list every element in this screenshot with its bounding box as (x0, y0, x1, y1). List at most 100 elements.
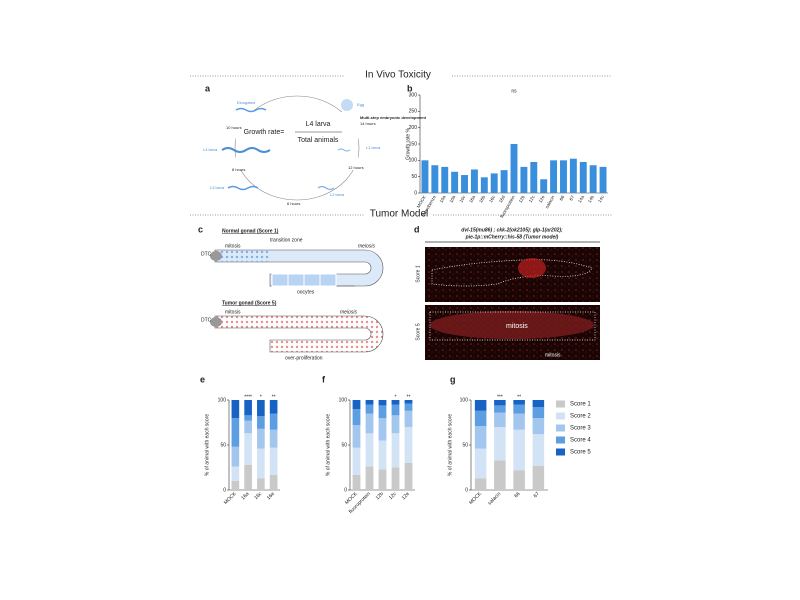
bar-segment (513, 400, 525, 405)
gonad (214, 315, 384, 353)
stage-label: L2 larva (330, 192, 345, 197)
worm (227, 185, 259, 191)
duration: 10 hours (226, 125, 242, 130)
bar-segment (474, 400, 487, 411)
legend-label: Score 1 (570, 402, 591, 408)
gonad-label: DTC (201, 251, 212, 257)
cycle (234, 95, 360, 201)
genotype: dvl-15(mu86) ; ckk-2(ok2105); glp-1(ar20… (461, 227, 563, 233)
egg (341, 99, 353, 111)
annotation: ** (407, 394, 411, 400)
bar (579, 161, 587, 193)
section-title: In Vivo Toxicity (365, 70, 431, 81)
x-tick-label: 10c (458, 194, 466, 203)
y-axis-label: % of animal with each score (447, 414, 453, 476)
bar (451, 171, 459, 193)
bar-segment (391, 404, 400, 416)
bar-segment (391, 415, 400, 434)
bar-segment (378, 405, 387, 418)
bar (421, 160, 429, 193)
note: Multi-step embryonic development (360, 115, 427, 120)
annotation: mitosis (545, 352, 561, 358)
y-tick-label: 100 (460, 397, 469, 403)
bar-segment (532, 465, 545, 490)
y-tick-label: 100 (339, 397, 348, 403)
annotation: *** (497, 394, 503, 400)
bar (490, 173, 498, 193)
bar (480, 177, 488, 193)
bar-segment (231, 418, 240, 447)
bar-segment (352, 400, 361, 409)
bar-segment (365, 400, 374, 405)
annotation: * (395, 394, 397, 400)
bar-segment (231, 481, 240, 490)
x-tick-label: 66 (513, 491, 521, 499)
legend-label: Score 2 (570, 414, 591, 420)
bar-segment (244, 420, 252, 434)
stage-label: L4 larva (203, 147, 218, 152)
legend-label: Score 4 (570, 438, 591, 444)
panel-label: f (322, 374, 326, 384)
x-tick-label: 12b (518, 194, 526, 203)
bar-segment (352, 447, 361, 475)
x-tick-label: 67 (533, 491, 541, 499)
bar-segment (494, 400, 506, 406)
y-axis-label: % of animal with each score (325, 414, 331, 476)
x-tick-label: 14b (587, 194, 595, 203)
gonad-label: meiosis (358, 243, 375, 249)
bar (599, 166, 607, 193)
micrograph (425, 247, 600, 302)
gonad-label: DTC (201, 317, 212, 323)
bar-segment (244, 415, 252, 421)
y-tick-label: 50 (411, 174, 417, 180)
bar (520, 166, 528, 193)
bar-segment (352, 425, 361, 448)
legend-swatch (556, 400, 565, 408)
x-tick-label: 12c (528, 194, 536, 203)
bar-segment (244, 464, 252, 490)
y-tick-label: 50 (462, 442, 468, 448)
legend-label: Score 5 (570, 450, 591, 456)
dtc (210, 317, 222, 327)
x-tick-label: 16a (240, 491, 250, 501)
x-tick-label: 12c (388, 491, 398, 501)
bar-segment (269, 447, 278, 475)
bar-segment (231, 446, 240, 467)
bar-segment (474, 448, 487, 479)
bar-segment (474, 478, 487, 490)
bar-segment (404, 410, 413, 427)
x-tick-label: 12e (537, 194, 545, 203)
bar-segment (257, 428, 265, 449)
x-tick-label: 14a (577, 194, 585, 203)
x-tick-label: 12e (401, 491, 411, 501)
y-tick-label: 50 (341, 442, 347, 448)
formula: L4 larva (306, 121, 331, 128)
dtc (210, 251, 222, 261)
gonad-fill (215, 250, 270, 262)
annotation: ns (511, 88, 517, 94)
bar (441, 166, 449, 193)
bar (550, 160, 558, 193)
bar-segment (352, 409, 361, 426)
bar-segment (513, 429, 525, 471)
signal (518, 258, 546, 278)
bar (589, 165, 597, 193)
y-tick-label: 200 (409, 125, 418, 131)
panel-label: a (205, 83, 211, 93)
annotation: **** (244, 394, 252, 400)
bar-segment (494, 405, 506, 413)
y-tick-label: 100 (218, 397, 227, 403)
subtitle: Tumor gonad (Score 5) (222, 300, 277, 306)
x-tick-label: 16b (478, 194, 486, 203)
y-tick-label: 0 (344, 487, 347, 493)
gonad-label: mitosis (225, 243, 241, 249)
outline (429, 311, 596, 341)
x-tick-label: MOCK (416, 195, 427, 209)
bar-segment (365, 413, 374, 434)
bar-segment (257, 448, 265, 479)
oocytes (271, 273, 337, 287)
panel-label: c (198, 224, 203, 234)
bar (431, 165, 439, 193)
legend-swatch (556, 412, 565, 420)
